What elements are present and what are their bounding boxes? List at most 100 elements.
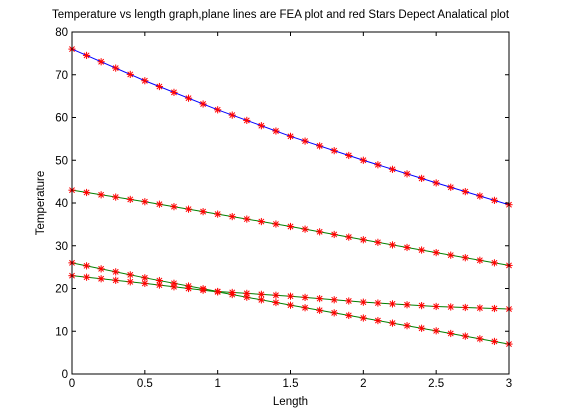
data-point — [374, 238, 382, 246]
data-point — [257, 217, 265, 226]
data-point — [199, 286, 207, 294]
data-point — [170, 88, 178, 96]
series-layer — [68, 45, 513, 348]
data-point — [330, 309, 338, 317]
axes-box — [71, 31, 510, 375]
data-point — [374, 161, 382, 169]
data-point — [490, 337, 499, 346]
data-point — [228, 290, 236, 299]
data-point — [388, 300, 397, 308]
data-point — [257, 296, 265, 304]
data-point — [432, 248, 440, 257]
data-point — [418, 246, 426, 254]
x-tick-label: 3 — [506, 378, 512, 390]
data-point — [214, 106, 222, 114]
data-point — [316, 294, 324, 303]
x-tick-label: 1.5 — [283, 378, 299, 390]
data-point — [359, 156, 367, 164]
data-point — [170, 203, 178, 211]
data-point — [243, 215, 251, 223]
data-point — [257, 122, 265, 130]
y-tick-label: 20 — [55, 284, 68, 296]
data-point — [418, 324, 426, 332]
data-point — [447, 303, 455, 311]
x-tick-label: 2 — [360, 378, 366, 390]
data-point — [286, 132, 295, 140]
data-point — [199, 208, 207, 216]
data-point — [359, 298, 367, 306]
data-point — [345, 233, 353, 241]
data-point — [301, 293, 309, 301]
data-point — [476, 335, 484, 343]
data-point — [345, 151, 353, 160]
data-point — [476, 304, 484, 312]
data-point — [141, 279, 149, 287]
data-point — [155, 82, 163, 91]
data-point — [345, 311, 353, 320]
data-point — [214, 210, 222, 218]
series-line — [71, 275, 510, 345]
series-4 — [68, 272, 513, 348]
data-point — [126, 195, 134, 204]
data-point — [184, 284, 193, 293]
data-point — [112, 268, 120, 276]
data-point — [141, 77, 149, 85]
data-point — [388, 241, 397, 249]
data-point — [345, 297, 353, 305]
data-point — [301, 225, 309, 233]
data-point — [476, 256, 484, 264]
x-tick-label: 0 — [69, 378, 75, 390]
data-point — [432, 327, 440, 335]
data-point — [199, 100, 207, 108]
data-point — [359, 314, 367, 322]
data-point — [418, 174, 426, 182]
data-point — [403, 322, 411, 330]
data-point — [184, 205, 193, 213]
data-point — [228, 111, 236, 119]
data-point — [374, 299, 382, 307]
data-point — [82, 51, 91, 60]
data-point — [403, 301, 411, 309]
data-point — [141, 198, 149, 206]
data-point — [461, 332, 469, 340]
data-point — [490, 304, 499, 313]
data-point — [447, 183, 455, 191]
data-point — [126, 70, 134, 79]
y-tick-label: 40 — [55, 198, 68, 210]
data-point — [214, 288, 222, 296]
data-point — [316, 142, 324, 150]
data-point — [126, 278, 134, 286]
y-axis-label: Temperature — [35, 170, 47, 236]
y-tick-label: 30 — [55, 241, 68, 253]
data-point — [286, 222, 295, 231]
data-point — [272, 220, 280, 228]
data-point — [184, 94, 193, 102]
data-point — [301, 304, 309, 312]
data-point — [155, 200, 163, 208]
data-point — [112, 64, 120, 72]
y-tick-label: 60 — [55, 113, 68, 125]
data-point — [388, 165, 397, 173]
data-point — [286, 301, 295, 309]
data-point — [432, 179, 440, 187]
data-point — [330, 296, 338, 304]
data-point — [97, 265, 105, 273]
data-point — [418, 302, 426, 310]
data-point — [461, 303, 469, 312]
data-point — [359, 236, 367, 244]
data-point — [316, 228, 324, 236]
data-point — [476, 192, 484, 200]
data-point — [272, 298, 280, 307]
data-point — [228, 212, 236, 221]
data-point — [286, 292, 295, 300]
data-point — [82, 188, 91, 197]
data-point — [301, 137, 309, 145]
y-tick-label: 80 — [55, 27, 68, 39]
y-tick-label: 10 — [55, 326, 68, 338]
x-axis-label: Length — [272, 396, 309, 408]
data-point — [97, 191, 105, 199]
data-point — [403, 170, 411, 178]
